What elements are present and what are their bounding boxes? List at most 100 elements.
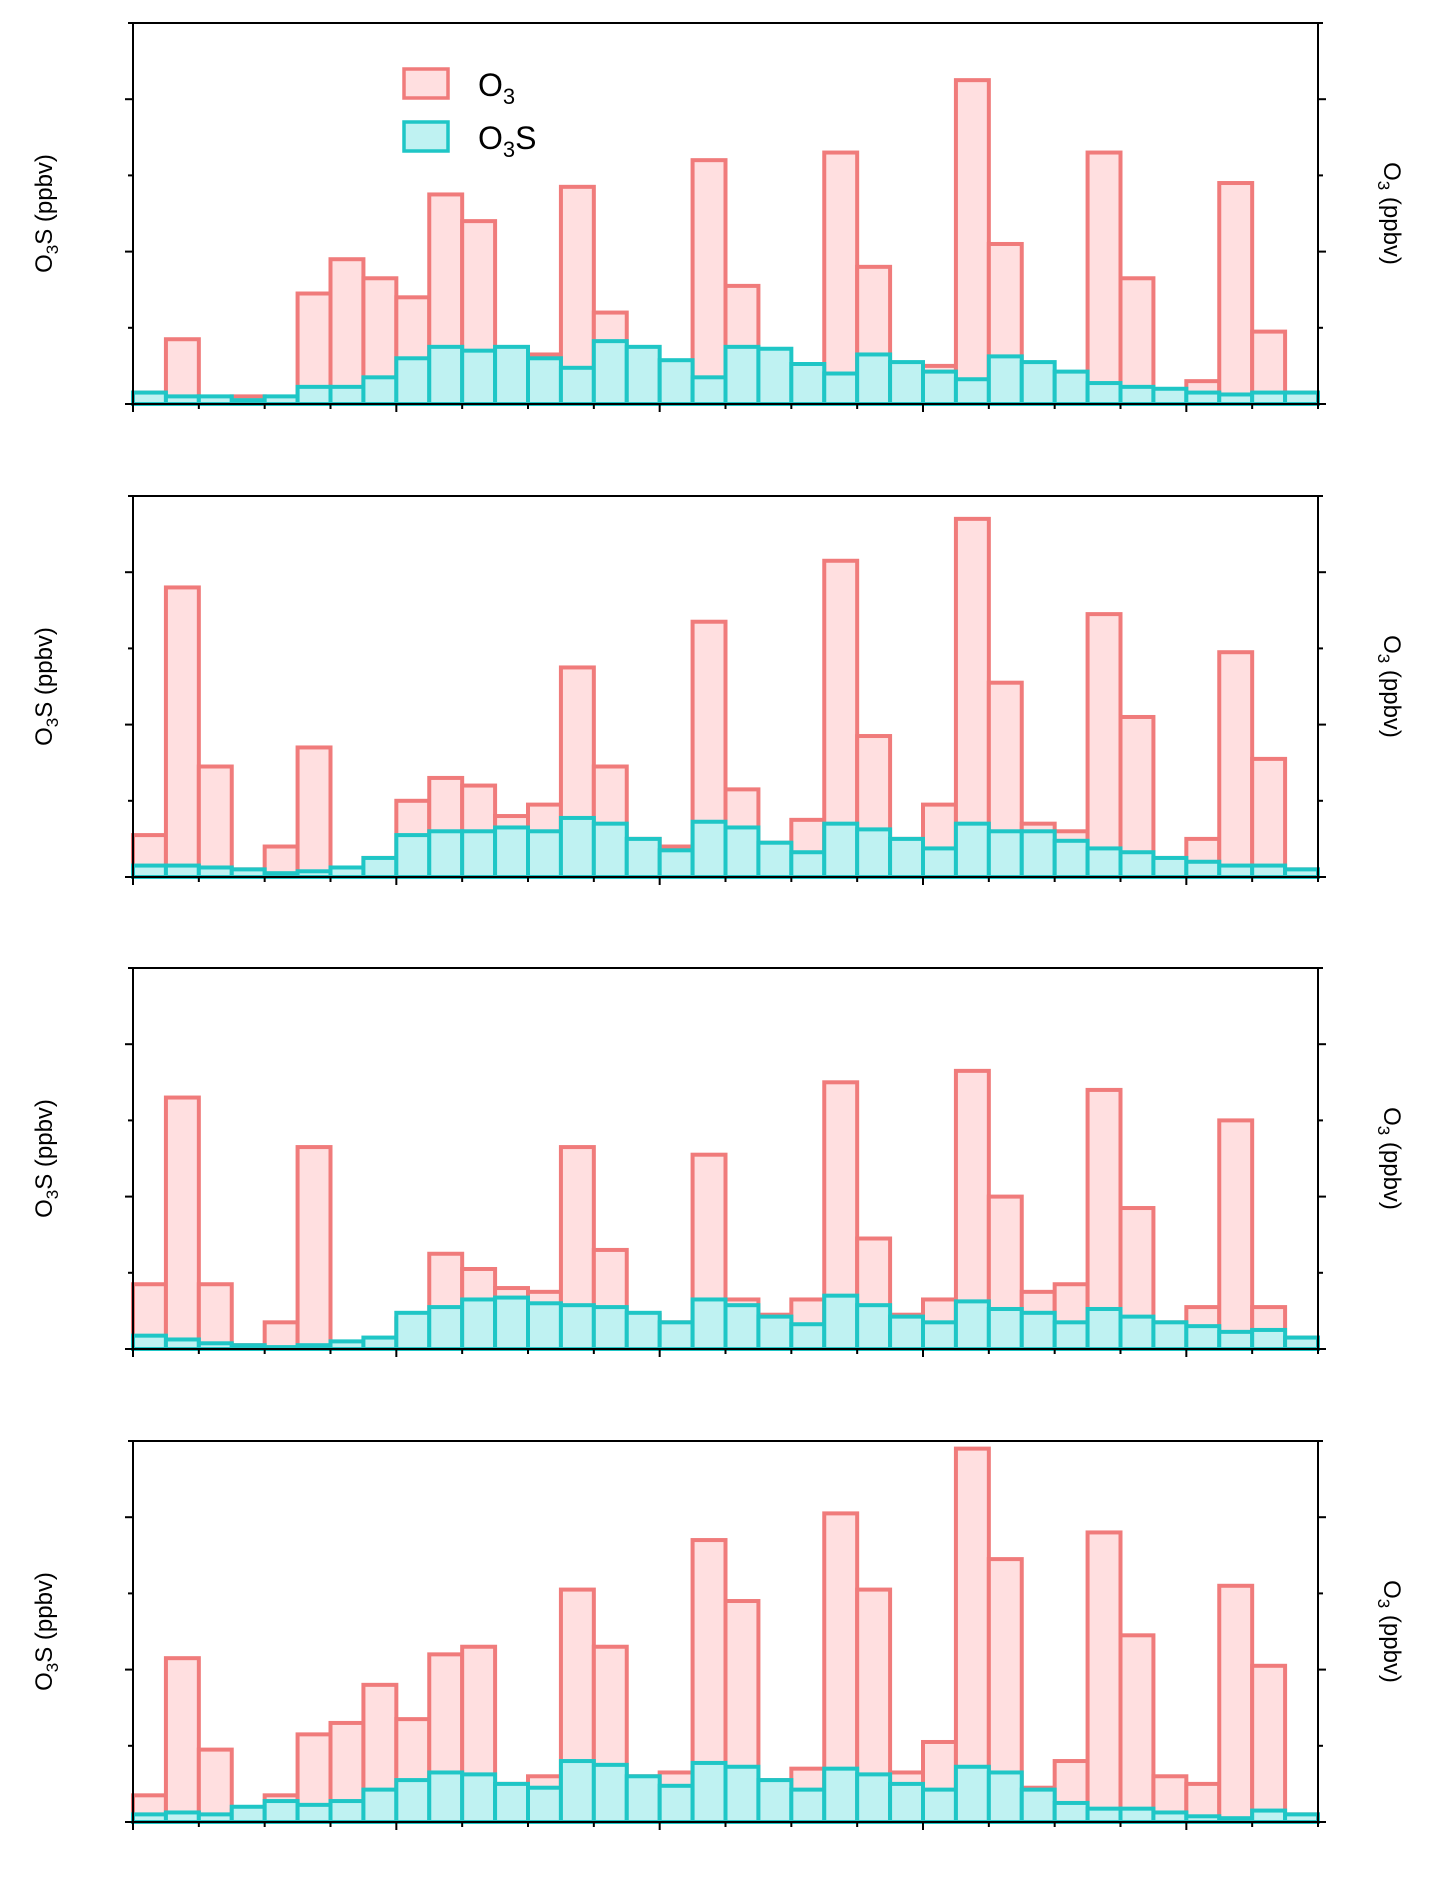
label-part: 3 xyxy=(503,84,515,109)
o3s-bar xyxy=(657,358,695,407)
o3s-bar xyxy=(1085,846,1123,879)
o3s-bar xyxy=(789,1787,827,1824)
o3s-bar xyxy=(558,1303,596,1352)
o3s-bar xyxy=(1019,1310,1057,1352)
label-part: O xyxy=(31,254,58,273)
y-axis-title-right: O3 (ppbv) xyxy=(1374,635,1405,738)
o3-bar xyxy=(1217,650,1255,880)
o3s-bar xyxy=(361,1787,399,1824)
o3s-bar xyxy=(328,1799,366,1825)
o3-bar xyxy=(196,764,234,880)
o3s-bar xyxy=(131,1812,168,1825)
label-part: 3 xyxy=(43,245,62,254)
o3s-bar xyxy=(493,1781,530,1825)
o3s-bar xyxy=(1052,1800,1090,1824)
o3s-bar xyxy=(1250,1327,1288,1351)
label-part: 3 xyxy=(1374,1599,1393,1608)
o3s-bar xyxy=(657,1783,695,1825)
o3s-bar xyxy=(394,356,432,406)
o3s-bar xyxy=(361,1335,399,1351)
y-axis-title-right: O3 (ppbv) xyxy=(1374,162,1405,265)
o3-bar xyxy=(953,1446,991,1824)
label-part: S (ppbv) xyxy=(31,1099,58,1190)
o3s-bar xyxy=(1052,838,1090,879)
label-part: 3 xyxy=(1374,1126,1393,1135)
o3s-bar xyxy=(361,375,399,406)
label-part: O xyxy=(31,727,58,746)
o3s-bar xyxy=(756,1314,794,1351)
o3-bar xyxy=(1217,1583,1255,1825)
label-part: S (ppbv) xyxy=(31,1572,58,1663)
o3s-bar xyxy=(1151,855,1189,880)
o3s-bar xyxy=(756,840,794,880)
label-part: S (ppbv) xyxy=(31,627,58,718)
o3-bar xyxy=(1118,1633,1156,1825)
o3s-bar xyxy=(427,344,465,407)
legend: O3 O3S xyxy=(402,67,536,162)
o3s-bar xyxy=(953,377,991,406)
y-axis-title-left: O3S (ppbv) xyxy=(31,1572,62,1691)
legend-label: O3S xyxy=(478,120,536,162)
o3-bar xyxy=(1085,612,1123,879)
label-part: 3 xyxy=(43,718,62,727)
o3s-bar xyxy=(229,1804,267,1825)
o3s-bar xyxy=(888,360,926,406)
o3-bar xyxy=(196,1282,234,1351)
o3s-bar xyxy=(624,1774,662,1825)
o3s-bar xyxy=(427,1305,465,1351)
o3-bar xyxy=(822,150,860,406)
o3-bar xyxy=(163,585,201,879)
o3-bar xyxy=(163,1095,201,1352)
o3-bar xyxy=(1250,1663,1288,1825)
legend-swatch-o3 xyxy=(402,67,450,100)
o3s-bar xyxy=(295,384,333,406)
o3s-bar xyxy=(921,369,958,406)
legend-swatch-o3s xyxy=(402,120,450,153)
panel-4: O3S (ppbv) O3 (ppbv) xyxy=(31,1440,1405,1830)
o3s-bar xyxy=(1019,829,1057,880)
label-part: O xyxy=(31,1672,58,1691)
o3s-bar xyxy=(196,1812,234,1825)
o3-bar xyxy=(1217,1118,1255,1352)
y-axis-title-right: O3 (ppbv) xyxy=(1374,1580,1405,1683)
o3s-bar xyxy=(163,863,201,880)
o3s-bar xyxy=(460,1297,498,1351)
o3s-bar xyxy=(131,1333,168,1352)
o3s-bar xyxy=(1217,863,1255,880)
o3-bar xyxy=(163,337,201,407)
panel-2: O3S (ppbv) O3 (ppbv) xyxy=(31,495,1405,885)
o3s-bar xyxy=(328,865,366,879)
o3s-bar xyxy=(690,819,728,879)
o3s-bar xyxy=(361,855,399,880)
o3s-bar xyxy=(1151,1810,1189,1824)
o3s-bar xyxy=(855,827,893,880)
legend-item-o3: O3 xyxy=(402,67,515,109)
o3s-bar xyxy=(822,371,860,406)
o3s-bar xyxy=(493,1295,530,1351)
o3-bar xyxy=(1085,1530,1123,1824)
o3s-bar xyxy=(690,1297,728,1351)
o3s-bar xyxy=(526,1301,563,1352)
label-part: 3 xyxy=(43,1663,62,1672)
o3s-bar xyxy=(1250,390,1288,407)
o3s-bar xyxy=(723,344,761,407)
o3s-bar xyxy=(789,850,827,879)
o3s-bar xyxy=(591,1762,629,1824)
o3s-bar xyxy=(229,867,267,880)
o3s-bar xyxy=(1052,1320,1090,1351)
o3-bar xyxy=(1085,150,1123,406)
o3s-bar xyxy=(1250,863,1288,880)
o3s-bar xyxy=(394,833,432,880)
o3s-bar xyxy=(986,354,1024,407)
o3s-bar xyxy=(427,1770,465,1824)
o3s-bar xyxy=(921,1320,958,1351)
label-part: (ppbv) xyxy=(1378,663,1405,738)
label-part: S xyxy=(515,120,536,156)
label-part: O xyxy=(1378,162,1405,181)
o3s-bar xyxy=(723,825,761,879)
o3s-bar xyxy=(624,836,662,880)
o3s-bar xyxy=(986,829,1024,880)
o3s-bar xyxy=(1085,1806,1123,1825)
o3s-bar xyxy=(1217,1329,1255,1351)
